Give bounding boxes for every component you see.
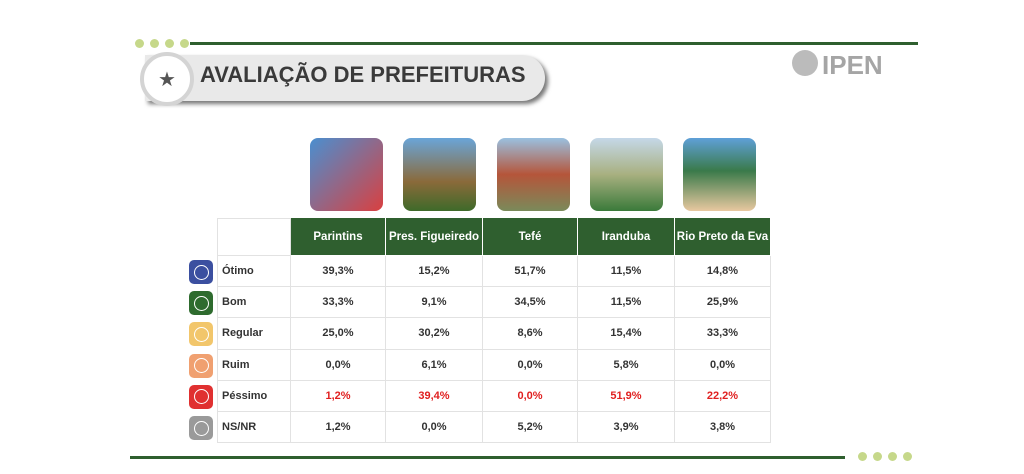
photo xyxy=(310,138,383,211)
face xyxy=(193,264,209,280)
row-label: Ruim xyxy=(217,349,291,381)
value-cell: 25,0% xyxy=(291,318,386,350)
value-cell: 0,0% xyxy=(483,380,578,412)
column-header: Parintins xyxy=(291,218,386,256)
value-cell: 30,2% xyxy=(386,318,483,350)
value-cell: 3,8% xyxy=(675,412,771,444)
value-cell: 11,5% xyxy=(578,256,675,288)
column-header: Tefé xyxy=(483,218,578,256)
value-cell: 1,2% xyxy=(291,412,386,444)
face xyxy=(193,420,209,436)
row-label: Ótimo xyxy=(217,256,291,288)
photo xyxy=(590,138,663,211)
value-cell: 22,2% xyxy=(675,380,771,412)
value-cell: 11,5% xyxy=(578,287,675,319)
value-cell: 34,5% xyxy=(483,287,578,319)
rating-icon xyxy=(189,384,213,409)
rating-icon xyxy=(189,322,213,347)
value-cell: 3,9% xyxy=(578,412,675,444)
bottom-rule xyxy=(130,456,845,459)
column-header: Pres. Figueiredo xyxy=(386,218,483,256)
title: AVALIAÇÃO DE PREFEITURAS xyxy=(200,62,526,87)
logo: IPEN xyxy=(822,50,883,80)
face xyxy=(193,389,209,405)
value-cell: 14,8% xyxy=(675,256,771,288)
dot xyxy=(180,39,189,48)
value-cell: 39,4% xyxy=(386,380,483,412)
rating-icon xyxy=(189,353,213,378)
photo xyxy=(497,138,570,211)
value-cell: 0,0% xyxy=(675,349,771,381)
dot xyxy=(903,452,912,461)
value-cell: 15,4% xyxy=(578,318,675,350)
value-cell: 33,3% xyxy=(291,287,386,319)
rating-icon xyxy=(189,416,213,440)
rating-icon xyxy=(189,291,213,316)
row-label: Bom xyxy=(217,287,291,319)
logo-mark xyxy=(792,50,818,76)
value-cell: 1,2% xyxy=(291,380,386,412)
value-cell: 25,9% xyxy=(675,287,771,319)
value-cell: 39,3% xyxy=(291,256,386,288)
value-cell: 15,2% xyxy=(386,256,483,288)
dot xyxy=(858,452,867,461)
dot xyxy=(150,39,159,48)
value-cell: 0,0% xyxy=(483,349,578,381)
row-label: Péssimo xyxy=(217,380,291,412)
rating-icon xyxy=(189,260,213,284)
value-cell: 0,0% xyxy=(386,412,483,444)
face xyxy=(193,358,209,374)
value-cell: 51,7% xyxy=(483,256,578,288)
value-cell: 5,8% xyxy=(578,349,675,381)
corner xyxy=(217,218,291,256)
dot xyxy=(135,39,144,48)
title-icon: ★ xyxy=(140,52,194,106)
value-cell: 51,9% xyxy=(578,380,675,412)
value-cell: 33,3% xyxy=(675,318,771,350)
photo xyxy=(683,138,756,211)
value-cell: 5,2% xyxy=(483,412,578,444)
column-header: Iranduba xyxy=(578,218,675,256)
value-cell: 6,1% xyxy=(386,349,483,381)
face xyxy=(193,295,209,311)
dot xyxy=(165,39,174,48)
title-pill xyxy=(145,55,545,101)
value-cell: 8,6% xyxy=(483,318,578,350)
value-cell: 9,1% xyxy=(386,287,483,319)
photo xyxy=(403,138,476,211)
row-label: Regular xyxy=(217,318,291,350)
dot xyxy=(888,452,897,461)
dot xyxy=(873,452,882,461)
face xyxy=(193,326,209,342)
value-cell: 0,0% xyxy=(291,349,386,381)
row-label: NS/NR xyxy=(217,412,291,444)
column-header: Rio Preto da Eva xyxy=(675,218,771,256)
top-rule xyxy=(190,42,918,45)
